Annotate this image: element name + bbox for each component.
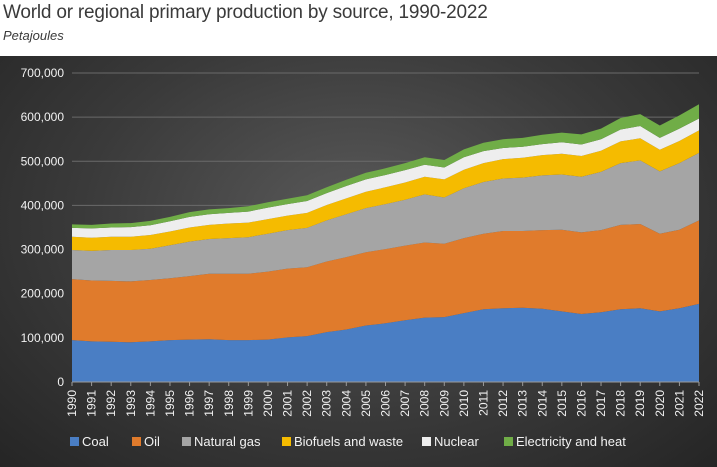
y-tick-label: 300,000 xyxy=(21,243,65,257)
x-tick-label: 2012 xyxy=(496,390,510,417)
legend-swatch-coal xyxy=(70,437,79,446)
x-tick-label: 2006 xyxy=(379,390,393,417)
x-tick-label: 1993 xyxy=(124,390,138,417)
x-tick-label: 2009 xyxy=(437,390,451,417)
x-tick-label: 2021 xyxy=(672,390,686,417)
x-tick-label: 1995 xyxy=(163,390,177,417)
x-tick-label: 1996 xyxy=(183,390,197,417)
x-tick-label: 2014 xyxy=(535,390,549,417)
area-series-group xyxy=(72,104,699,382)
x-tick-label: 2001 xyxy=(281,390,295,417)
area-electricity-and-heat xyxy=(72,104,699,229)
chart-subtitle: Petajoules xyxy=(3,28,64,43)
legend-label-biofuels-and-waste: Biofuels and waste xyxy=(294,434,403,449)
y-tick-label: 400,000 xyxy=(21,198,65,212)
legend-label-oil: Oil xyxy=(144,434,160,449)
x-tick-label: 2004 xyxy=(339,390,353,417)
y-tick-label: 600,000 xyxy=(21,110,65,124)
legend-label-natural-gas: Natural gas xyxy=(194,434,261,449)
x-tick-label: 1992 xyxy=(104,390,118,417)
y-tick-label: 700,000 xyxy=(21,66,65,80)
legend-label-nuclear: Nuclear xyxy=(434,434,479,449)
area-nuclear xyxy=(72,118,699,238)
x-tick-label: 2010 xyxy=(457,390,471,417)
y-tick-label: 500,000 xyxy=(21,154,65,168)
x-tick-label: 2011 xyxy=(476,390,490,416)
x-tick-label: 2002 xyxy=(300,390,314,417)
x-tick-label: 1998 xyxy=(222,390,236,417)
stacked-area-chart: 0 100,000 200,000 300,000 400,000 500,000 600,… xyxy=(21,66,706,449)
x-tick-label: 1991 xyxy=(85,390,99,417)
x-tick-label: 2007 xyxy=(398,390,412,417)
x-tick-label: 1997 xyxy=(202,390,216,417)
area-biofuels-and-waste xyxy=(72,130,699,251)
x-tick-label: 2017 xyxy=(594,390,608,417)
x-tick-label: 2008 xyxy=(418,390,432,417)
x-tick-label: 2015 xyxy=(555,390,569,417)
chart-panel: 0 100,000 200,000 300,000 400,000 500,000 600,… xyxy=(0,56,717,467)
legend-swatch-nuclear xyxy=(422,437,431,446)
legend: Coal Oil Natural gas Biofuels and waste Nucl… xyxy=(70,434,626,449)
x-tick-label: 2000 xyxy=(261,390,275,417)
legend-label-electricity-and-heat: Electricity and heat xyxy=(516,434,626,449)
x-tick-label: 1999 xyxy=(241,390,255,417)
y-tick-label: 100,000 xyxy=(21,331,65,345)
legend-swatch-natural-gas xyxy=(182,437,191,446)
x-tick-label: 2005 xyxy=(359,390,373,417)
area-coal xyxy=(72,303,699,382)
legend-swatch-biofuels-and-waste xyxy=(282,437,291,446)
x-tick-label: 2020 xyxy=(653,390,667,417)
legend-swatch-electricity-and-heat xyxy=(504,437,513,446)
x-tick-label: 2016 xyxy=(574,390,588,417)
chart-title: World or regional primary production by … xyxy=(3,2,488,23)
x-tick-label: 1994 xyxy=(143,390,157,417)
legend-label-coal: Coal xyxy=(82,434,109,449)
x-tick-label: 2019 xyxy=(633,390,647,417)
y-tick-label: 0 xyxy=(57,375,64,389)
legend-swatch-oil xyxy=(132,437,141,446)
x-tick-label: 2022 xyxy=(692,390,706,417)
x-tick-label: 2018 xyxy=(614,390,628,417)
y-tick-label: 200,000 xyxy=(21,287,65,301)
area-natural-gas xyxy=(72,152,699,282)
x-tick-label: 2013 xyxy=(516,390,530,417)
x-tick-label: 1990 xyxy=(65,390,79,417)
area-oil xyxy=(72,220,699,343)
x-tick-label: 2003 xyxy=(320,390,334,417)
